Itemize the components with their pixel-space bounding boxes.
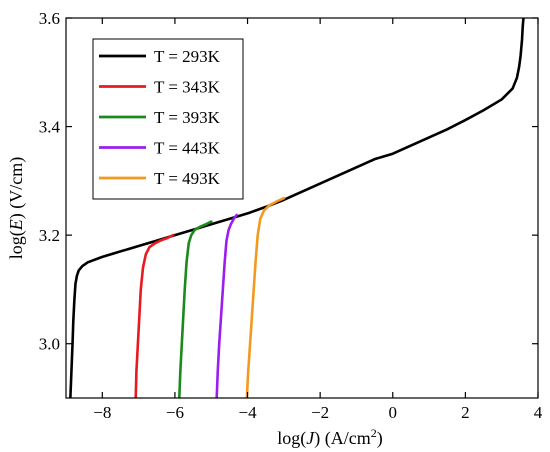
- x-tick-label: −2: [311, 403, 329, 422]
- x-tick-label: −4: [238, 403, 257, 422]
- x-axis-title: log(J) (A/cm2): [277, 426, 382, 449]
- x-axis-title-prefix: log(: [277, 428, 306, 449]
- y-tick-label: 3.4: [39, 118, 61, 137]
- y-axis-title: log(E) (V/cm): [6, 157, 27, 259]
- legend-label: T = 393K: [154, 108, 221, 127]
- y-axis-title-suffix: ) (V/cm): [6, 157, 27, 219]
- legend-items: T = 293K T = 343K T = 393K T = 443K T = 493K: [99, 47, 221, 188]
- x-tick-label: 0: [389, 403, 398, 422]
- x-tick-label: −8: [93, 403, 111, 422]
- series-line-5: [245, 196, 286, 398]
- x-axis-title-variable: J: [306, 428, 315, 448]
- legend-label: T = 493K: [154, 169, 221, 188]
- legend: T = 293K T = 343K T = 393K T = 443K T = 493K: [92, 38, 244, 200]
- y-axis-title-prefix: log(: [6, 230, 27, 259]
- legend-label: T = 293K: [154, 47, 221, 66]
- y-tick-label: 3.2: [39, 226, 60, 245]
- legend-label: T = 343K: [154, 78, 221, 97]
- x-axis-title-superscript: 2: [371, 426, 377, 440]
- x-axis-title-suffix: ) (A/cm: [314, 428, 370, 449]
- ticks-layer: −8 −6 −4 −2 0 2 4 3.0 3.2 3.4 3.6: [39, 9, 543, 422]
- x-tick-label: 2: [461, 403, 470, 422]
- series-line-4: [215, 213, 238, 398]
- series-layer: [69, 18, 525, 398]
- x-axis-title-close: ): [377, 428, 383, 449]
- series-line-3: [177, 220, 213, 398]
- legend-label: T = 443K: [154, 139, 221, 158]
- legend-box: [92, 38, 244, 200]
- y-tick-label: 3.0: [39, 335, 60, 354]
- y-axis-title-variable: E: [6, 219, 26, 231]
- x-tick-label: −6: [166, 403, 184, 422]
- x-tick-label: 4: [534, 403, 543, 422]
- plot-frame: [65, 17, 539, 399]
- series-line-2: [134, 233, 175, 398]
- y-tick-label: 3.6: [39, 9, 60, 28]
